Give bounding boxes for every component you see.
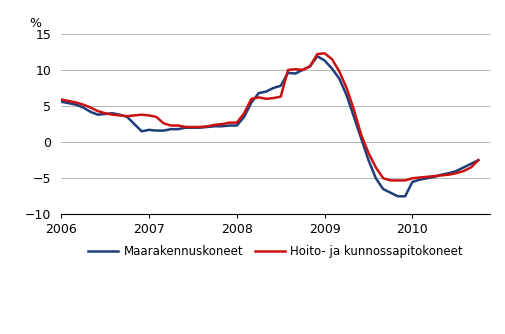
- Hoito- ja kunnossapitokoneet: [58, 98, 64, 102]
- Maarakennuskoneet: [424, 176, 430, 180]
- Maarakennuskoneet: [373, 176, 379, 180]
- Hoito- ja kunnossapitokoneet: [475, 158, 481, 162]
- Maarakennuskoneet: [161, 129, 167, 133]
- Line: Hoito- ja kunnossapitokoneet: Hoito- ja kunnossapitokoneet: [61, 53, 478, 180]
- Hoito- ja kunnossapitokoneet: [154, 115, 160, 119]
- Hoito- ja kunnossapitokoneet: [424, 175, 430, 179]
- Maarakennuskoneet: [475, 158, 481, 162]
- Hoito- ja kunnossapitokoneet: [161, 121, 167, 125]
- Maarakennuskoneet: [154, 129, 160, 133]
- Hoito- ja kunnossapitokoneet: [373, 165, 379, 169]
- Line: Maarakennuskoneet: Maarakennuskoneet: [61, 56, 478, 196]
- Hoito- ja kunnossapitokoneet: [461, 169, 467, 173]
- Y-axis label: %: %: [29, 17, 41, 30]
- Legend: Maarakennuskoneet, Hoito- ja kunnossapitokoneet: Maarakennuskoneet, Hoito- ja kunnossapit…: [83, 240, 468, 263]
- Hoito- ja kunnossapitokoneet: [387, 178, 393, 182]
- Maarakennuskoneet: [58, 100, 64, 104]
- Maarakennuskoneet: [343, 93, 349, 97]
- Maarakennuskoneet: [395, 194, 401, 198]
- Hoito- ja kunnossapitokoneet: [343, 86, 349, 90]
- Maarakennuskoneet: [461, 165, 467, 169]
- Hoito- ja kunnossapitokoneet: [322, 51, 328, 55]
- Maarakennuskoneet: [314, 54, 320, 58]
